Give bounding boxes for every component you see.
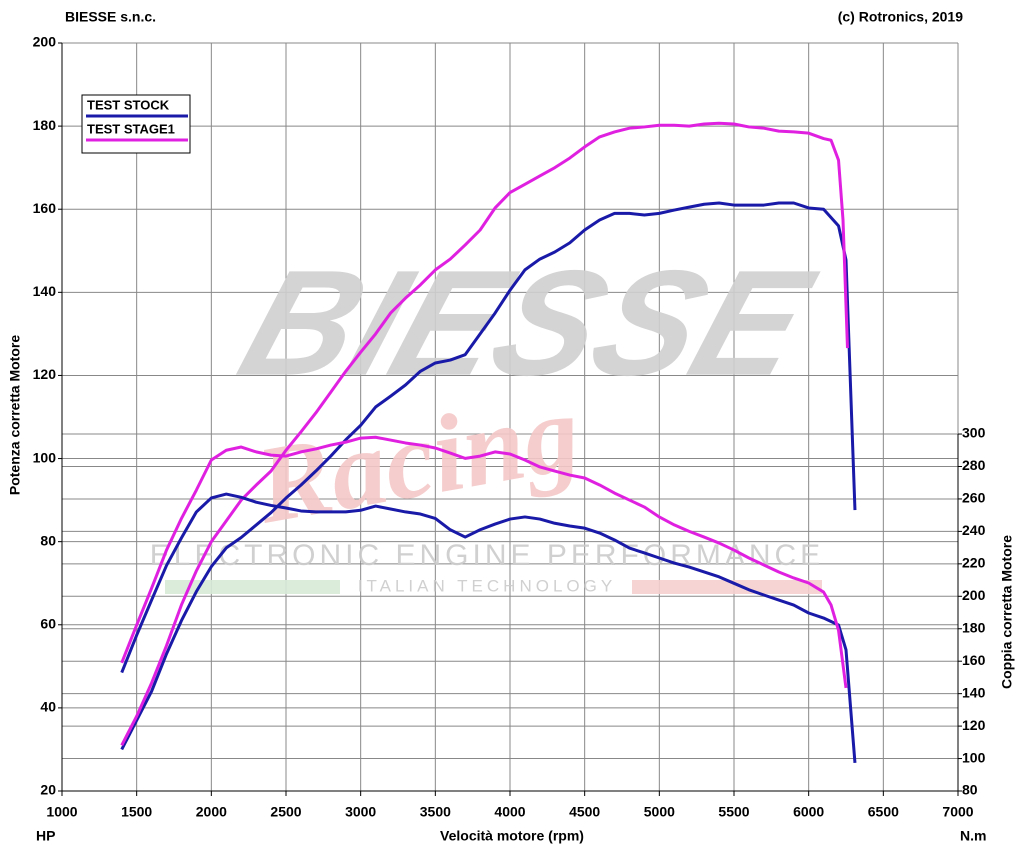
- x-tick-label: 5000: [644, 804, 675, 820]
- y-tick-label: 120: [33, 366, 57, 382]
- y2-tick-label: 160: [962, 652, 986, 668]
- series-line: [120, 492, 857, 764]
- y2-tick-label: 100: [962, 749, 986, 765]
- y-tick-label: 160: [33, 200, 57, 216]
- series-line: [120, 435, 848, 689]
- x-tick-label: 1000: [46, 804, 77, 820]
- x-axis-label: Velocità motore (rpm): [440, 828, 584, 844]
- x-tick-label: 3000: [345, 804, 376, 820]
- y-tick-label: 20: [40, 782, 56, 798]
- y2-tick-label: 240: [962, 522, 986, 538]
- y-tick-label: 200: [33, 34, 57, 50]
- y2-tick-label: 280: [962, 457, 986, 473]
- y2-tick-label: 300: [962, 425, 986, 441]
- header-right: (c) Rotronics, 2019: [838, 9, 963, 25]
- x-tick-label: 2500: [270, 804, 301, 820]
- x-tick-label: 2000: [196, 804, 227, 820]
- x-tick-label: 7000: [942, 804, 973, 820]
- x-tick-label: 5500: [718, 804, 749, 820]
- y-axis-label: Potenza corretta Motore: [7, 335, 23, 495]
- watermark-line1: ELECTRONIC ENGINE PERFORMANCE: [150, 539, 824, 572]
- x-tick-label: 4000: [494, 804, 525, 820]
- x-tick-label: 1500: [121, 804, 152, 820]
- header-left: BIESSE s.n.c.: [65, 9, 156, 25]
- y-tick-label: 40: [40, 699, 56, 715]
- series-line: [120, 201, 857, 751]
- legend-label: TEST STOCK: [87, 97, 170, 112]
- x-tick-label: 3500: [420, 804, 451, 820]
- y-unit: HP: [36, 828, 55, 844]
- y2-tick-label: 80: [962, 782, 978, 798]
- x-tick-label: 4500: [569, 804, 600, 820]
- watermark-band: [632, 580, 822, 594]
- series-line: [120, 121, 849, 746]
- y2-tick-label: 180: [962, 619, 986, 635]
- y2-tick-label: 260: [962, 490, 986, 506]
- y2-tick-label: 200: [962, 587, 986, 603]
- x-tick-label: 6000: [793, 804, 824, 820]
- legend-label: TEST STAGE1: [87, 121, 175, 136]
- watermark-line2: ITALIAN TECHNOLOGY: [358, 576, 616, 595]
- y2-tick-label: 140: [962, 684, 986, 700]
- y2-tick-label: 220: [962, 555, 986, 571]
- y-tick-label: 60: [40, 615, 56, 631]
- x-tick-label: 6500: [868, 804, 899, 820]
- y-tick-label: 180: [33, 117, 57, 133]
- y-tick-label: 140: [33, 283, 57, 299]
- watermark-band: [165, 580, 340, 594]
- y2-tick-label: 120: [962, 717, 986, 733]
- y-tick-label: 80: [40, 532, 56, 548]
- legend-box: [81, 94, 191, 154]
- y-tick-label: 100: [33, 449, 57, 465]
- y2-unit: N.m: [960, 828, 986, 844]
- y2-axis-label: Coppia corretta Motore: [999, 535, 1015, 689]
